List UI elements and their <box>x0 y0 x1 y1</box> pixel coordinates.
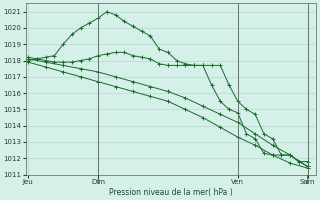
Text: |: | <box>306 175 309 184</box>
X-axis label: Pression niveau de la mer( hPa ): Pression niveau de la mer( hPa ) <box>109 188 233 197</box>
Text: |: | <box>97 175 100 184</box>
